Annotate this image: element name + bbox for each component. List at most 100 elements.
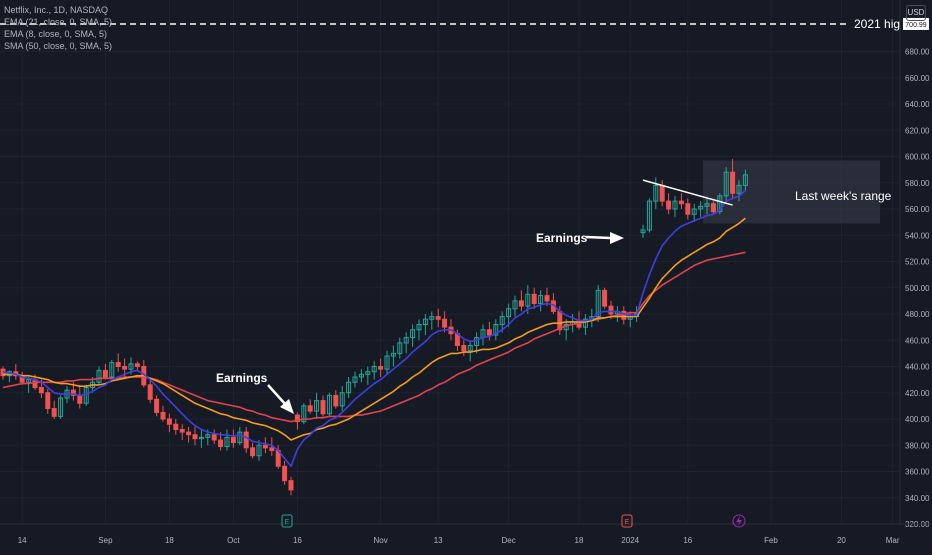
chart-legend: Netflix, Inc., 1D, NASDAQ EMA (21, close… — [4, 4, 112, 52]
candle-bear — [333, 394, 339, 407]
candle-bear — [269, 447, 275, 451]
candle-bear — [461, 345, 467, 352]
candle-bull — [109, 362, 115, 378]
time-tick-label: 13 — [434, 536, 443, 545]
candle-bull — [506, 308, 512, 318]
time-tick-label: 2024 — [621, 536, 639, 545]
candle-bear — [666, 200, 672, 210]
candle-bull — [717, 195, 723, 213]
trendline — [642, 179, 733, 206]
candle-bear — [211, 434, 217, 441]
candle-bull — [403, 337, 409, 344]
candle-bear — [102, 369, 108, 378]
price-tick-label: 540.00 — [905, 231, 930, 240]
currency-button[interactable]: USD — [906, 5, 926, 21]
candle-bull — [346, 381, 352, 394]
legend-symbol[interactable]: Netflix, Inc., 1D, NASDAQ — [4, 5, 109, 15]
earnings-arrowhead-2 — [610, 232, 624, 244]
price-tick-label: 600.00 — [905, 153, 930, 162]
earnings-arrow-2 — [585, 235, 611, 240]
candle-bull — [499, 316, 505, 325]
time-tick-label: Dec — [501, 536, 515, 545]
candle-bear — [147, 384, 153, 400]
candle-bull — [474, 337, 480, 346]
earnings-event-jan[interactable] — [621, 514, 633, 528]
time-tick-label: Nov — [373, 536, 387, 545]
candle-bull — [352, 376, 358, 383]
legend-sma50[interactable]: SMA (50, close, 0, SMA, 5) — [4, 41, 113, 51]
legend-ema21[interactable]: EMA (21, close, 0, SMA, 5) — [4, 17, 113, 27]
candle-bear — [115, 362, 121, 367]
candle-bear — [730, 171, 736, 194]
earnings-arrowhead-1 — [280, 399, 294, 414]
candle-bear — [659, 184, 665, 202]
candle-bear — [154, 398, 160, 413]
candle-bear — [192, 434, 198, 440]
candle-bear — [678, 200, 684, 205]
candle-bear — [179, 429, 185, 433]
annotations: 2021 high Earnings Earnings Last week's ran… — [0, 17, 907, 414]
candle-bull — [96, 369, 102, 383]
candle-bear — [166, 418, 172, 425]
candle-bull — [384, 355, 390, 370]
candle-bull — [58, 397, 64, 417]
candle-bear — [685, 203, 691, 215]
candle-bull — [339, 392, 345, 407]
time-axis[interactable]: 14Sep18Oct16Nov13Dec18202416Feb20Mar18Ap… — [0, 523, 932, 545]
candle-bear — [307, 405, 313, 412]
candle-bear — [486, 329, 492, 336]
candle-bull — [128, 363, 134, 370]
candle-bull — [742, 174, 748, 186]
candle-bull — [422, 318, 428, 325]
candle-bull — [582, 318, 588, 328]
price-axis-panel — [900, 0, 932, 550]
candle-bear — [243, 431, 249, 449]
candle-bull — [390, 352, 396, 357]
candle-bear — [250, 447, 256, 457]
candle-bull — [256, 444, 262, 457]
candle-bull — [538, 295, 544, 304]
price-axis[interactable]: 320.00340.00360.00380.00400.00420.00440.… — [899, 0, 932, 550]
candle-bull — [314, 400, 320, 412]
candle-bear — [77, 394, 83, 404]
legend-ema8[interactable]: EMA (8, close, 0, SMA, 5) — [4, 29, 108, 39]
candle-bear — [51, 408, 57, 417]
price-tick-label: 420.00 — [905, 389, 930, 398]
candle-bear — [602, 289, 608, 307]
candle-bear — [70, 389, 76, 396]
time-tick-label: Oct — [227, 536, 240, 545]
candle-bear — [544, 295, 550, 302]
high-label: 2021 high — [854, 17, 907, 31]
price-tick-label: 520.00 — [905, 258, 930, 267]
candle-bull — [723, 171, 729, 197]
earnings-event-jan-glyph: E — [625, 519, 630, 526]
candle-bull — [397, 342, 403, 354]
earnings-event-oct[interactable] — [281, 514, 293, 528]
candle-bear — [294, 414, 300, 423]
candle-bull — [416, 324, 422, 331]
price-tick-label: 640.00 — [905, 100, 930, 109]
candle-bear — [710, 203, 716, 213]
candle-bear — [230, 436, 236, 444]
candle-bear — [218, 439, 224, 448]
candle-bull — [301, 405, 307, 423]
candle-bull — [26, 379, 32, 383]
candle-bear — [531, 293, 537, 304]
candle-bear — [320, 400, 326, 415]
candle-bull — [704, 203, 710, 207]
price-tick-label: 660.00 — [905, 74, 930, 83]
candle-bear — [435, 316, 441, 320]
price-tick-label: 340.00 — [905, 494, 930, 503]
candle-bull — [698, 205, 704, 210]
candle-bull — [467, 345, 473, 352]
candle-bull — [595, 289, 601, 318]
candle-bull — [493, 324, 499, 336]
grid-lines — [0, 0, 900, 525]
sma50-line — [2, 251, 746, 423]
dividend-event-icon[interactable] — [732, 514, 746, 528]
time-tick-label: Mar — [886, 536, 900, 545]
candle-bear — [134, 363, 140, 367]
